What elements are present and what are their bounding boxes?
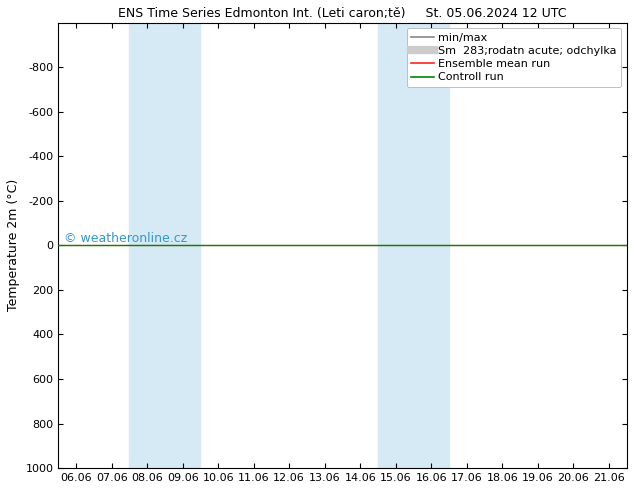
Text: © weatheronline.cz: © weatheronline.cz (64, 232, 187, 245)
Legend: min/max, Sm  283;rodatn acute; odchylka, Ensemble mean run, Controll run: min/max, Sm 283;rodatn acute; odchylka, … (407, 28, 621, 87)
Title: ENS Time Series Edmonton Int. (Leti caron;tě)     St. 05.06.2024 12 UTC: ENS Time Series Edmonton Int. (Leti caro… (118, 7, 567, 20)
Bar (378, 23, 449, 468)
Y-axis label: Temperature 2m (°C): Temperature 2m (°C) (7, 179, 20, 312)
Bar (129, 23, 200, 468)
